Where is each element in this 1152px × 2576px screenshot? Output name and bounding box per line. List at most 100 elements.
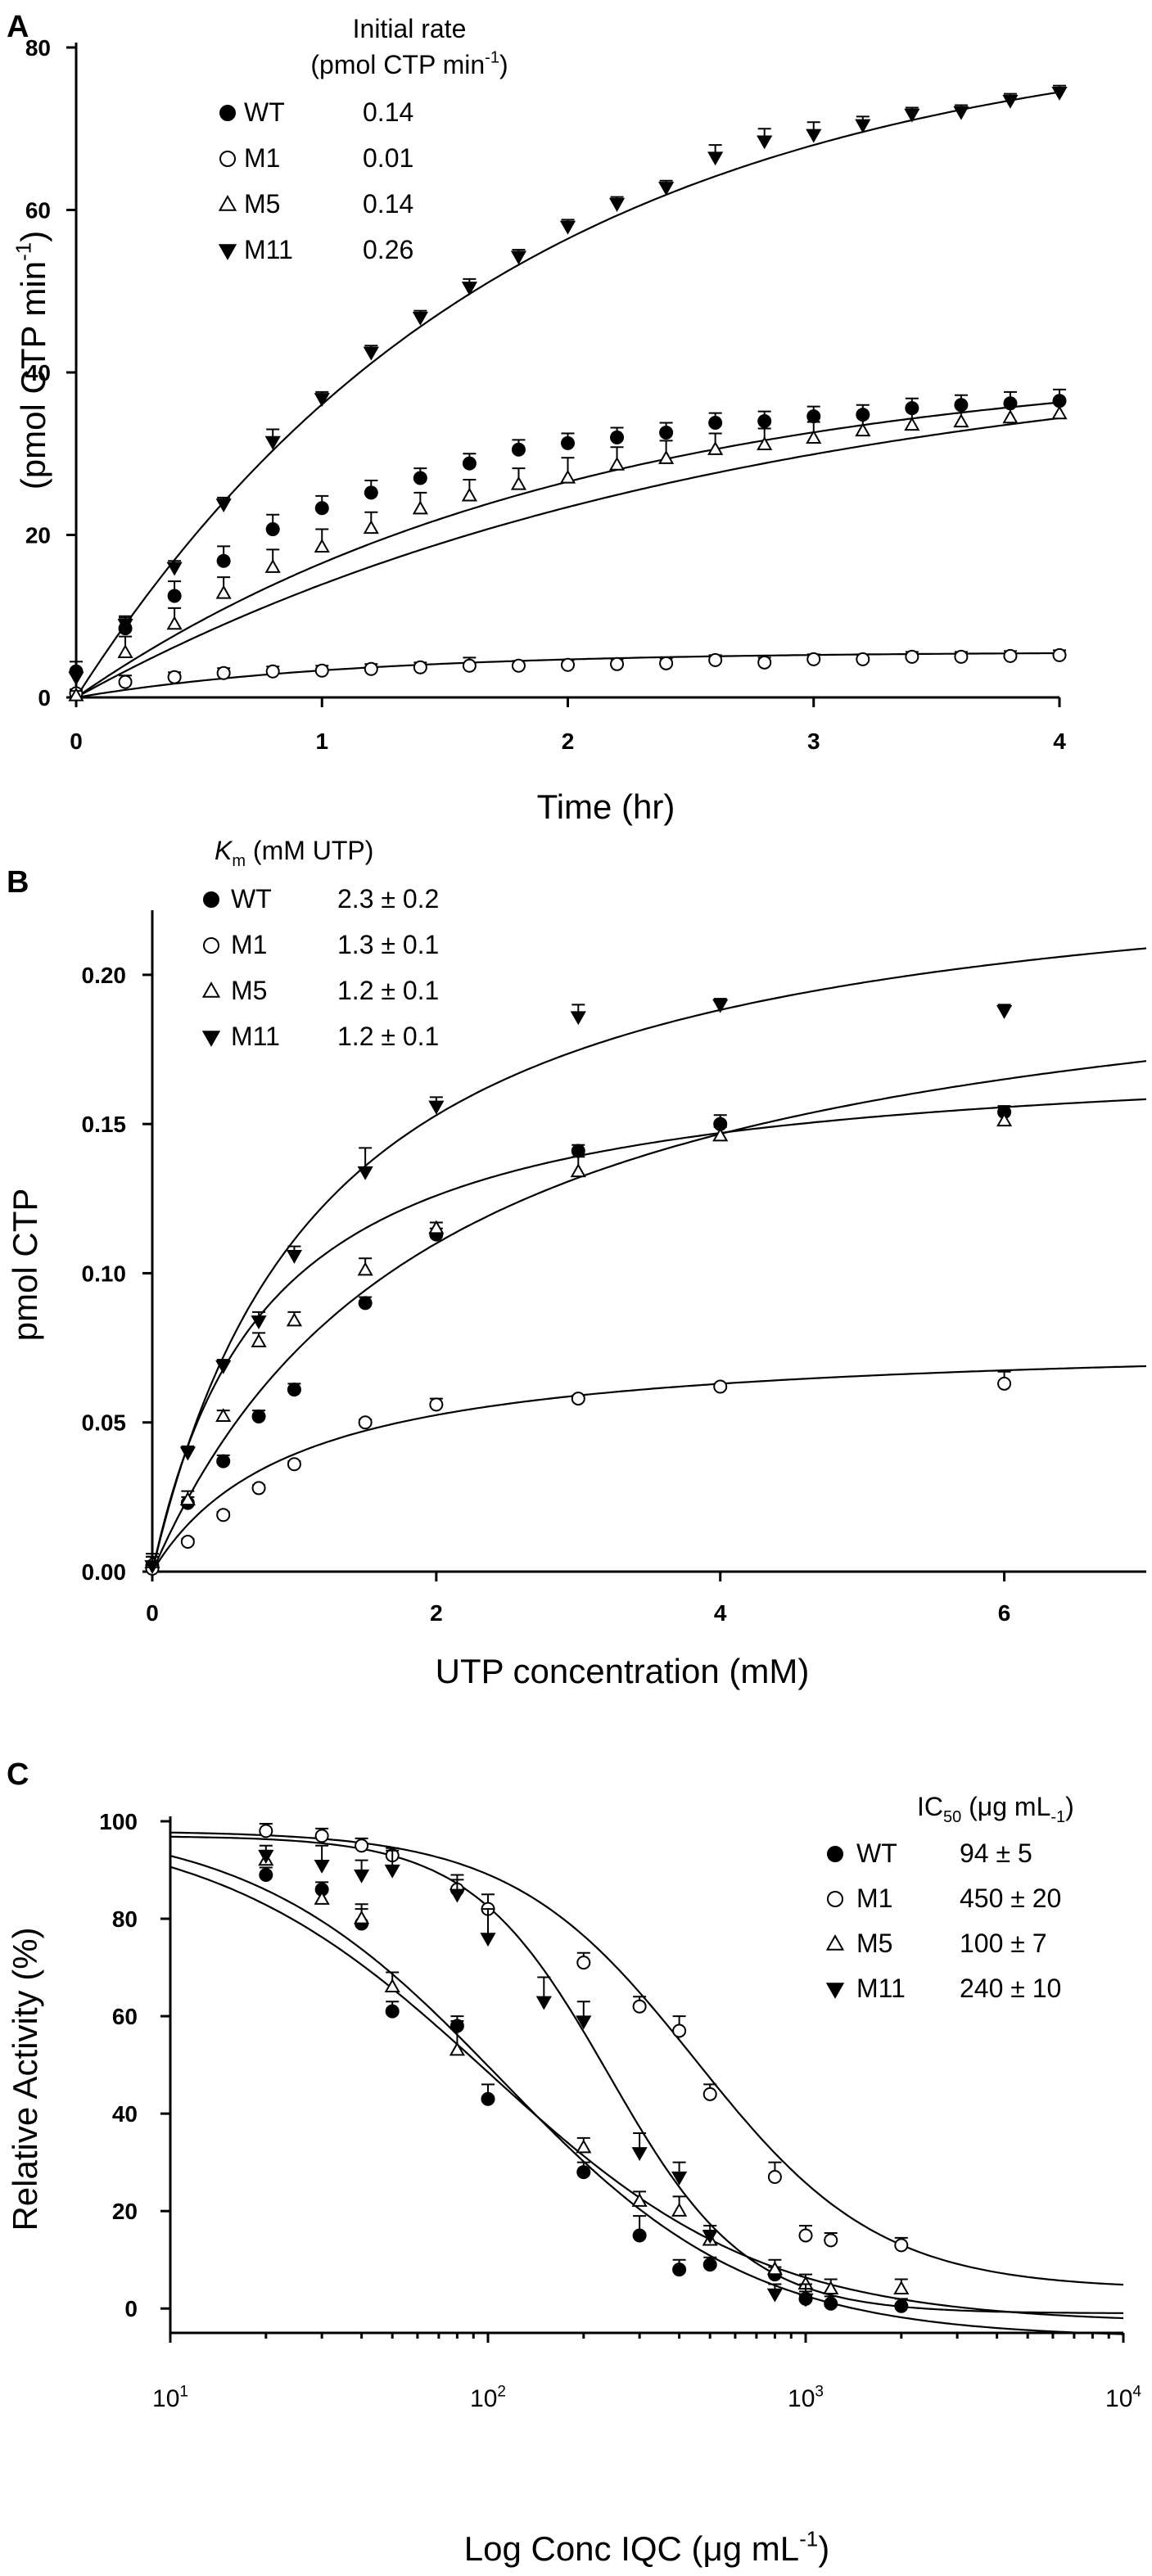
data-point xyxy=(462,456,477,471)
y-tick-label: 80 xyxy=(25,35,51,61)
legend-value-m5: 1.2 ± 0.1 xyxy=(337,976,439,1005)
x-tick-label: 1 xyxy=(315,729,328,754)
data-point xyxy=(314,1890,330,1905)
data-point xyxy=(824,2233,838,2248)
fit-curve-m1 xyxy=(151,1365,1147,1572)
data-point xyxy=(766,2288,783,2303)
data-point xyxy=(179,1446,196,1461)
data-point xyxy=(571,1392,585,1406)
data-point xyxy=(856,652,870,666)
y-tick-label: 0 xyxy=(38,685,51,711)
data-point xyxy=(166,562,183,576)
data-point xyxy=(1051,86,1068,101)
data-point xyxy=(117,644,133,659)
series-wt xyxy=(259,1866,909,2313)
legend-marker-m5 xyxy=(218,195,237,211)
legend-label-m11: M11 xyxy=(856,1974,906,2003)
data-point xyxy=(354,1910,370,1924)
data-point xyxy=(1052,647,1067,662)
data-point xyxy=(535,1996,552,2010)
data-point xyxy=(314,1829,329,1843)
y-tick-label: 0 xyxy=(124,2296,138,2321)
data-point xyxy=(766,2261,783,2276)
legend-value-m5: 0.14 xyxy=(363,189,413,219)
data-point xyxy=(179,1491,196,1506)
x-tick-label: 4 xyxy=(714,1600,727,1626)
data-point xyxy=(671,2171,688,2186)
x-tick-label: 102 xyxy=(470,2383,506,2412)
data-point xyxy=(904,108,920,123)
legend-title-part: Initial rate xyxy=(353,14,467,43)
y-tick-label: 0.15 xyxy=(82,1112,127,1137)
legend-title-part: K xyxy=(215,836,233,865)
y-axis-label-part: -1 xyxy=(11,242,35,261)
data-point xyxy=(216,1454,231,1468)
data-point xyxy=(576,2139,592,2154)
data-point xyxy=(354,1869,370,1884)
data-point xyxy=(1003,648,1018,663)
legend-value-wt: 2.3 ± 0.2 xyxy=(337,884,439,914)
y-tick-label: 0.20 xyxy=(82,963,127,988)
data-point xyxy=(576,1956,591,1970)
legend-title-part: 50 xyxy=(943,1808,961,1826)
data-point xyxy=(314,501,329,516)
legend-value-wt: 94 ± 5 xyxy=(960,1838,1032,1868)
data-point xyxy=(461,487,477,502)
data-point xyxy=(251,1333,267,1347)
fit-curve-m11 xyxy=(151,947,1147,1572)
panel-letter: C xyxy=(7,1757,29,1792)
data-point xyxy=(631,2193,648,2207)
data-point xyxy=(823,2281,839,2295)
legend-label-m1: M1 xyxy=(244,143,280,173)
legend-marker-m11 xyxy=(201,1031,221,1047)
y-tick-label: 0.05 xyxy=(82,1410,127,1436)
data-point xyxy=(287,1457,301,1472)
data-point xyxy=(631,2147,648,2162)
data-point xyxy=(449,1888,465,1903)
data-point xyxy=(610,656,625,671)
data-point xyxy=(412,311,428,326)
data-point xyxy=(384,1864,400,1879)
y-tick-label: 60 xyxy=(25,198,51,223)
legend-title-part: -1 xyxy=(485,49,499,67)
y-tick-label: 60 xyxy=(112,2004,138,2029)
x-tick-label: 0 xyxy=(70,729,83,754)
data-point xyxy=(449,2041,465,2056)
data-point xyxy=(363,346,379,361)
x-tick-label: 103 xyxy=(788,2383,824,2412)
data-point xyxy=(570,1163,586,1178)
data-point xyxy=(144,1560,160,1574)
y-tick-label: 20 xyxy=(25,523,51,548)
y-tick-label: 40 xyxy=(25,360,51,386)
legend-label-m5: M5 xyxy=(231,976,267,1005)
data-point xyxy=(216,1508,231,1523)
data-point xyxy=(167,589,182,603)
legend-title-part: ) xyxy=(1065,1792,1074,1821)
data-point xyxy=(481,2091,495,2106)
data-point xyxy=(385,2004,400,2019)
fit-curve-m5 xyxy=(151,1098,1147,1572)
data-point xyxy=(997,1376,1012,1391)
data-point xyxy=(480,1933,496,1947)
series-m1 xyxy=(69,647,1067,701)
x-tick-label-part: 10 xyxy=(1105,2385,1132,2412)
data-point xyxy=(265,522,280,537)
legend: IC50 (μg mL-1) WT 94 ± 5 M1 450 ± 20 M5 100 ± … xyxy=(825,1792,1074,2003)
data-point xyxy=(608,197,626,212)
data-point xyxy=(355,1838,369,1853)
legend-title-part: ) xyxy=(499,50,508,79)
data-point xyxy=(510,250,527,265)
data-point xyxy=(561,435,575,450)
data-point xyxy=(608,456,626,471)
legend: Initial rate (pmol CTP min-1) WT 0.14 M1 0.01… xyxy=(218,14,508,264)
data-point xyxy=(708,416,723,431)
fit-curve-m5 xyxy=(169,1865,1124,2320)
data-point xyxy=(117,619,133,633)
data-point xyxy=(286,1312,303,1327)
data-point xyxy=(757,655,772,670)
series-wt xyxy=(69,388,1067,679)
data-point xyxy=(905,649,919,664)
data-point xyxy=(954,649,969,664)
x-axis-label: Time (hr) xyxy=(537,787,675,826)
